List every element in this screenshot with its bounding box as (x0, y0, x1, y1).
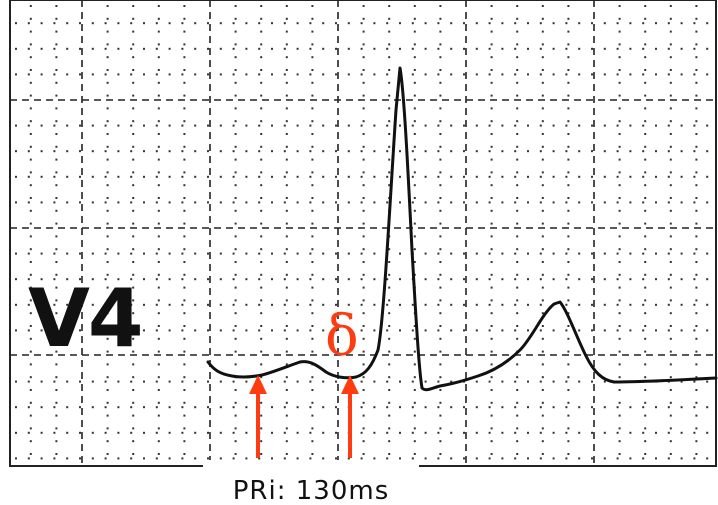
delta-wave-arrow (341, 375, 359, 458)
strip-frame (9, 0, 717, 467)
lead-label: V4 (28, 272, 142, 365)
caption-background (203, 460, 419, 505)
delta-wave-label: δ (325, 304, 359, 369)
major-grid (10, 0, 716, 466)
pr-start-arrow (249, 375, 267, 458)
ecg-trace (206, 66, 718, 392)
pr-interval-caption: PRi: 130ms (233, 476, 390, 505)
minor-grid (15, 5, 709, 460)
